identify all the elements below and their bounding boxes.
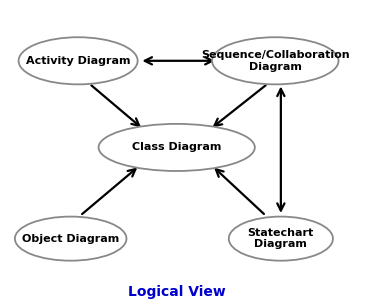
Text: Statechart
Diagram: Statechart Diagram [248, 228, 314, 250]
Ellipse shape [99, 124, 255, 171]
Ellipse shape [212, 37, 339, 84]
Ellipse shape [19, 37, 138, 84]
Text: Class Diagram: Class Diagram [132, 143, 221, 152]
Text: Activity Diagram: Activity Diagram [26, 56, 130, 66]
Text: Object Diagram: Object Diagram [22, 234, 119, 244]
Ellipse shape [15, 216, 126, 261]
Text: Sequence/Collaboration
Diagram: Sequence/Collaboration Diagram [201, 50, 350, 72]
Text: Logical View: Logical View [128, 285, 225, 299]
Ellipse shape [229, 216, 333, 261]
